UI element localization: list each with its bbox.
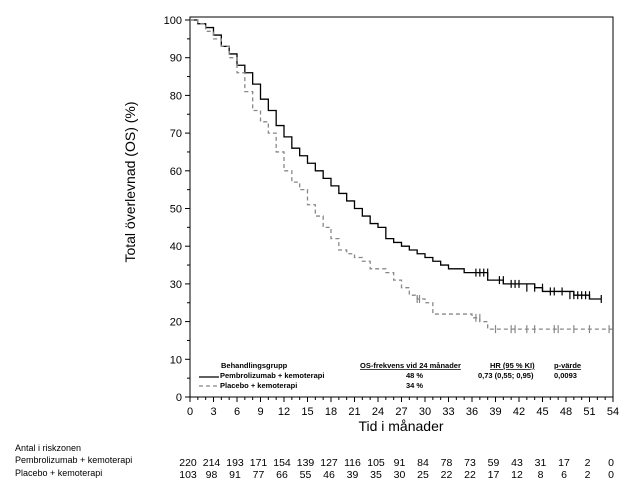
risk-count: 220 (179, 457, 197, 469)
risk-count: 66 (276, 469, 288, 481)
y-tick-label: 0 (176, 392, 182, 404)
risk-count: 6 (561, 469, 567, 481)
x-tick-label: 45 (536, 406, 548, 418)
risk-count: 139 (297, 457, 315, 469)
x-tick-label: 30 (419, 406, 431, 418)
survival-curves (190, 19, 613, 334)
y-axis-title: Total överlevnad (OS) (%) (122, 101, 138, 262)
y-tick-label: 30 (170, 279, 182, 291)
x-tick-label: 42 (513, 406, 525, 418)
legend-os-rate-pembrolizumab: 48 % (406, 371, 423, 380)
x-tick-label: 15 (301, 406, 313, 418)
risk-count: 30 (394, 469, 406, 481)
risk-count: 43 (511, 457, 523, 469)
risk-table-title: Antal i riskzonen (15, 443, 81, 453)
x-tick-label: 27 (395, 406, 407, 418)
legend-header-group: Behandlingsgrupp (221, 361, 288, 370)
curve-pembrolizumab (190, 19, 602, 300)
x-tick-label: 48 (560, 406, 572, 418)
x-tick-label: 36 (466, 406, 478, 418)
risk-count: 17 (558, 457, 570, 469)
legend-p-pembrolizumab: 0,0093 (554, 371, 577, 380)
risk-count: 105 (367, 457, 385, 469)
x-tick-label: 33 (442, 406, 454, 418)
legend-label-pembrolizumab: Pembrolizumab + kemoterapi (220, 371, 324, 380)
risk-count: 193 (226, 457, 244, 469)
risk-count: 78 (441, 457, 453, 469)
risk-count: 91 (229, 469, 241, 481)
risk-count: 39 (347, 469, 359, 481)
y-tick-label: 20 (170, 317, 182, 329)
x-tick-label: 54 (607, 406, 619, 418)
legend-label-placebo: Placebo + kemoterapi (220, 381, 297, 390)
y-tick-label: 50 (170, 204, 182, 216)
risk-count: 55 (300, 469, 312, 481)
risk-count: 22 (441, 469, 453, 481)
risk-count: 0 (608, 469, 614, 481)
y-tick-label: 10 (170, 354, 182, 366)
legend-header-os-rate: OS-frekvens vid 24 månader (360, 361, 461, 370)
risk-count: 12 (511, 469, 523, 481)
x-tick-label: 51 (583, 406, 595, 418)
risk-count: 59 (488, 457, 500, 469)
risk-count: 17 (488, 469, 500, 481)
x-tick-label: 9 (257, 406, 263, 418)
risk-count: 2 (585, 469, 591, 481)
x-tick-label: 3 (210, 406, 216, 418)
risk-count: 171 (250, 457, 268, 469)
legend-os-rate-placebo: 34 % (406, 381, 423, 390)
risk-count: 103 (179, 469, 197, 481)
x-tick-label: 12 (278, 406, 290, 418)
x-tick-label: 39 (489, 406, 501, 418)
x-axis-title: Tid i månader (358, 418, 443, 434)
risk-count: 31 (535, 457, 547, 469)
risk-row-label-placebo: Placebo + kemoterapi (15, 468, 102, 478)
risk-count: 84 (417, 457, 429, 469)
risk-count: 98 (206, 469, 218, 481)
risk-count: 73 (464, 457, 476, 469)
legend-header-p: p-värde (554, 361, 581, 370)
risk-count: 0 (608, 457, 614, 469)
y-tick-label: 100 (164, 15, 182, 27)
risk-row-label-pembrolizumab: Pembrolizumab + kemoterapi (15, 455, 132, 465)
legend: Behandlingsgrupp OS-frekvens vid 24 måna… (199, 361, 581, 390)
risk-count: 116 (344, 457, 361, 469)
x-tick-label: 18 (325, 406, 337, 418)
y-tick-label: 90 (170, 53, 182, 65)
x-tick-label: 24 (372, 406, 384, 418)
x-tick-label: 21 (348, 406, 360, 418)
risk-count: 22 (464, 469, 476, 481)
y-tick-label: 60 (170, 166, 182, 178)
legend-header-hr: HR (95 % KI) (490, 361, 535, 370)
risk-count: 91 (394, 457, 406, 469)
risk-count: 8 (538, 469, 544, 481)
risk-count: 214 (203, 457, 221, 469)
x-tick-label: 6 (234, 406, 240, 418)
y-tick-label: 70 (170, 128, 182, 140)
risk-count: 46 (323, 469, 335, 481)
y-tick-label: 80 (170, 90, 182, 102)
risk-count: 25 (417, 469, 429, 481)
risk-count: 77 (253, 469, 265, 481)
risk-table: Antal i riskzonen Pembrolizumab + kemote… (15, 443, 614, 481)
risk-count: 35 (370, 469, 382, 481)
curve-placebo (190, 19, 613, 330)
risk-count: 127 (320, 457, 338, 469)
risk-count: 2 (585, 457, 591, 469)
risk-count: 154 (273, 457, 291, 469)
plot-frame (189, 16, 614, 398)
legend-hr-pembrolizumab: 0,73 (0,55; 0,95) (478, 371, 534, 380)
x-tick-label: 0 (187, 406, 193, 418)
y-tick-label: 40 (170, 241, 182, 253)
